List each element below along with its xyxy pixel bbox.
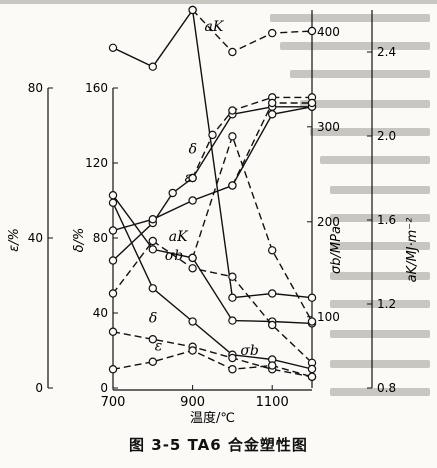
series-point [168,188,177,198]
series-point [307,293,317,302]
series-label: δ [149,310,157,326]
series-point [108,289,118,298]
series-point [148,236,157,246]
series-line-upper-ak-dashed [192,9,313,53]
series-point [307,98,317,108]
series-point [188,253,197,263]
series-point [268,28,277,38]
delta-tick-label: 40 [93,306,108,320]
series-point [228,47,237,57]
ak-tick-label: 1.6 [377,213,396,227]
delta-tick-label: 120 [85,156,108,170]
series-point [307,317,317,326]
series-point [228,316,237,325]
x-tick-label: 700 [101,395,126,410]
series-point [188,196,197,205]
eps-axis-label: ε/% [7,228,22,252]
x-tick-label: 1100 [256,395,289,410]
series-point [228,353,237,363]
delta-tick-label: 160 [85,81,108,95]
delta-tick-label: 80 [93,231,108,245]
series-line-upper-eps-solid [112,106,313,232]
series-label: σb [165,248,184,264]
series-point [307,364,317,374]
series-label: δ [189,142,197,158]
series-line-lower-eps-dashed [112,349,313,378]
delta-axis-label: δ/% [72,228,87,253]
sigma-tick-label: 400 [317,25,340,39]
series-point [148,215,157,224]
ak-axis-label: aK/MJ·m⁻² [405,218,420,283]
series-line-upper-sigma-solid [112,194,313,325]
series-point [108,191,118,200]
series-label: ε [185,170,193,186]
series-line-upper-sigma-dashed [191,134,313,322]
series-point [228,181,237,190]
series-point [108,327,118,336]
series-point [108,198,118,207]
series-point [268,361,277,370]
series-point [307,372,317,381]
series-point [188,173,197,183]
series-point [268,289,277,298]
series-line-upper-delta-solid [112,106,312,262]
series-point [188,264,197,273]
series-point [268,246,277,255]
series-point [148,357,157,366]
series-point [108,43,118,53]
series-line-upper-ak-solid [112,8,313,299]
series-point [188,317,197,326]
series-point [228,106,237,115]
series-line-lower-delta-dashed [112,331,313,378]
series-point [148,335,157,344]
series-label: aK [205,19,225,35]
series-point [208,130,217,140]
series-point [228,293,237,302]
series-point [268,320,277,330]
ak-tick-label: 2.0 [377,129,396,143]
ak-tick-label: 2.4 [377,45,396,59]
delta-tick-label: 0 [100,381,108,395]
series-point [307,26,317,36]
series-label: σb [240,343,259,359]
series-point [148,284,157,293]
series-point [188,346,197,355]
axes-group: 700 900 1100 温度/℃ 0 40 80 ε/% 0 40 80 120 160 δ/% 100 2… [7,10,420,426]
series-point [228,132,237,141]
series-line-lower-ak-dashed [112,240,313,364]
sigma-axis-label: σb/MPa [329,226,344,274]
sigma-tick-label: 300 [317,120,340,134]
ak-tick-label: 0.8 [377,381,396,395]
series-label: ε [155,339,163,355]
ak-tick-label: 1.2 [377,297,396,311]
series-group [108,5,317,381]
series-point [228,365,237,374]
x-tick-label: 900 [180,395,205,410]
eps-tick-label: 0 [35,381,43,395]
series-point [228,272,237,281]
sigma-tick-label: 200 [317,215,340,229]
series-label: aK [169,229,189,245]
series-point [148,245,157,254]
series-point [108,226,118,235]
series-point [268,110,277,119]
series-point [188,5,197,15]
series-point [108,256,118,265]
series-point [148,62,157,71]
figure-caption: 图 3-5 TA6 合金塑性图 [129,436,308,454]
sigma-tick-label: 100 [317,310,340,324]
series-line-lower-sigma-solid [112,202,313,370]
series-point [268,98,277,108]
eps-tick-label: 80 [28,81,43,95]
eps-tick-label: 40 [28,231,43,245]
x-axis-label: 温度/℃ [190,410,235,426]
series-point [108,365,118,374]
